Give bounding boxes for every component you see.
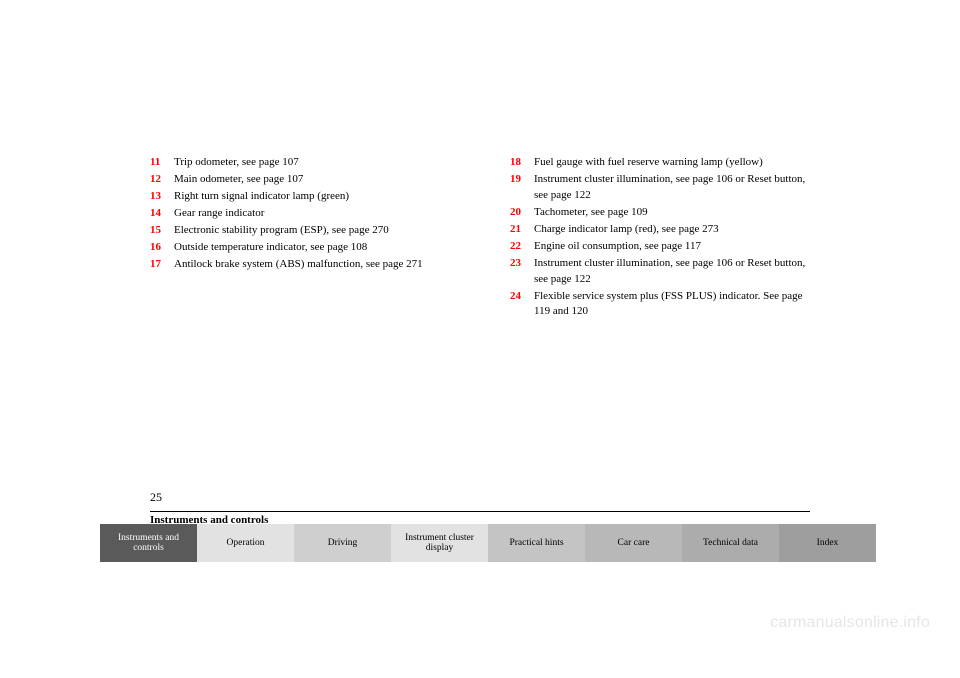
item-number: 24 bbox=[510, 289, 534, 321]
item-label: Fuel gauge with fuel reserve warning lam… bbox=[534, 155, 810, 171]
left-column: 11Trip odometer, see page 10712Main odom… bbox=[150, 155, 450, 321]
item-label: Electronic stability program (ESP), see … bbox=[174, 223, 450, 239]
nav-tab[interactable]: Instrument cluster display bbox=[391, 524, 488, 562]
content-area: 11Trip odometer, see page 10712Main odom… bbox=[150, 155, 810, 321]
list-item: 19Instrument cluster illumination, see p… bbox=[510, 172, 810, 204]
item-number: 15 bbox=[150, 223, 174, 239]
item-number: 18 bbox=[510, 155, 534, 171]
watermark-text: carmanualsonline.info bbox=[770, 614, 930, 632]
item-number: 20 bbox=[510, 205, 534, 221]
item-label: Antilock brake system (ABS) malfunction,… bbox=[174, 257, 450, 273]
nav-tab[interactable]: Car care bbox=[585, 524, 682, 562]
list-item: 21Charge indicator lamp (red), see page … bbox=[510, 222, 810, 238]
list-item: 24Flexible service system plus (FSS PLUS… bbox=[510, 289, 810, 321]
list-item: 13Right turn signal indicator lamp (gree… bbox=[150, 189, 450, 205]
list-item: 20Tachometer, see page 109 bbox=[510, 205, 810, 221]
list-item: 17Antilock brake system (ABS) malfunctio… bbox=[150, 257, 450, 273]
nav-tab[interactable]: Index bbox=[779, 524, 876, 562]
list-item: 18Fuel gauge with fuel reserve warning l… bbox=[510, 155, 810, 171]
item-number: 23 bbox=[510, 256, 534, 288]
item-number: 16 bbox=[150, 240, 174, 256]
item-label: Main odometer, see page 107 bbox=[174, 172, 450, 188]
nav-tab[interactable]: Instruments and controls bbox=[100, 524, 197, 562]
item-label: Tachometer, see page 109 bbox=[534, 205, 810, 221]
nav-tabbar: Instruments and controlsOperationDriving… bbox=[100, 524, 876, 562]
nav-tab[interactable]: Driving bbox=[294, 524, 391, 562]
item-number: 17 bbox=[150, 257, 174, 273]
item-number: 13 bbox=[150, 189, 174, 205]
nav-tab[interactable]: Practical hints bbox=[488, 524, 585, 562]
nav-tab[interactable]: Technical data bbox=[682, 524, 779, 562]
item-number: 11 bbox=[150, 155, 174, 171]
item-label: Flexible service system plus (FSS PLUS) … bbox=[534, 289, 810, 321]
item-label: Charge indicator lamp (red), see page 27… bbox=[534, 222, 810, 238]
item-label: Trip odometer, see page 107 bbox=[174, 155, 450, 171]
item-label: Gear range indicator bbox=[174, 206, 450, 222]
list-item: 22Engine oil consumption, see page 117 bbox=[510, 239, 810, 255]
list-item: 14Gear range indicator bbox=[150, 206, 450, 222]
item-label: Outside temperature indicator, see page … bbox=[174, 240, 450, 256]
item-label: Engine oil consumption, see page 117 bbox=[534, 239, 810, 255]
page-number: 25 bbox=[150, 490, 810, 505]
item-number: 21 bbox=[510, 222, 534, 238]
nav-tab[interactable]: Operation bbox=[197, 524, 294, 562]
list-item: 12Main odometer, see page 107 bbox=[150, 172, 450, 188]
right-column: 18Fuel gauge with fuel reserve warning l… bbox=[510, 155, 810, 321]
item-number: 19 bbox=[510, 172, 534, 204]
item-label: Right turn signal indicator lamp (green) bbox=[174, 189, 450, 205]
list-item: 23Instrument cluster illumination, see p… bbox=[510, 256, 810, 288]
list-item: 11Trip odometer, see page 107 bbox=[150, 155, 450, 171]
list-item: 15Electronic stability program (ESP), se… bbox=[150, 223, 450, 239]
list-item: 16Outside temperature indicator, see pag… bbox=[150, 240, 450, 256]
item-label: Instrument cluster illumination, see pag… bbox=[534, 172, 810, 204]
item-number: 14 bbox=[150, 206, 174, 222]
item-number: 22 bbox=[510, 239, 534, 255]
item-number: 12 bbox=[150, 172, 174, 188]
content-columns: 11Trip odometer, see page 10712Main odom… bbox=[150, 155, 810, 321]
item-label: Instrument cluster illumination, see pag… bbox=[534, 256, 810, 288]
